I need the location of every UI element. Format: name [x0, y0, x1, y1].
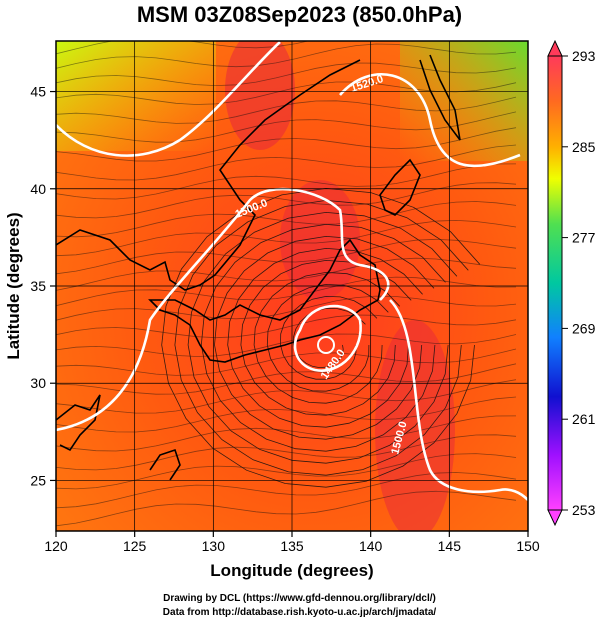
streamline — [56, 41, 310, 55]
streamline — [56, 111, 517, 143]
streamline — [174, 199, 469, 476]
streamline — [56, 219, 517, 257]
typhoon-center — [317, 336, 335, 354]
streamline — [56, 62, 517, 87]
streamline — [56, 490, 517, 527]
streamline — [56, 363, 517, 395]
hokkaido — [379, 158, 421, 216]
colorbar-top-arrow — [547, 39, 563, 57]
y-axis-label: Latitude (degrees) — [4, 212, 23, 359]
streamline — [187, 211, 458, 464]
streamline — [253, 271, 400, 404]
y-tick-label: 30 — [30, 375, 46, 391]
streamline — [56, 348, 517, 376]
warm-band-south — [375, 320, 455, 531]
y-tick-label: 45 — [30, 84, 46, 100]
x-axis-label: Longitude (degrees) — [210, 561, 373, 580]
x-tick-label: 140 — [359, 538, 383, 554]
streamline — [56, 434, 517, 471]
streamline — [56, 415, 517, 452]
streamline — [56, 201, 517, 238]
colorbar-bar — [547, 55, 563, 511]
colorbar-ticks: 293 285 277 269 261 253 — [562, 48, 596, 518]
colorbar-tick-label: 285 — [572, 139, 596, 155]
streamline — [56, 144, 517, 181]
credit-data: Data from http://database.rish.kyoto-u.a… — [162, 607, 437, 618]
contour-1520-west — [56, 41, 281, 157]
x-tick-label: 135 — [280, 538, 304, 554]
streamline — [227, 247, 423, 428]
streamline — [56, 333, 517, 357]
streamline — [56, 314, 517, 339]
streamline — [56, 472, 517, 509]
credit-drawing: Drawing by DCL (https://www.gfd-dennou.o… — [163, 593, 436, 604]
streamline — [56, 379, 517, 414]
x-tick-label: 150 — [516, 538, 540, 554]
y-axis-ticks: 25 30 35 40 45 — [30, 84, 56, 488]
x-tick-label: 130 — [202, 538, 226, 554]
x-tick-label: 125 — [123, 538, 147, 554]
streamline — [56, 257, 517, 291]
y-tick-label: 40 — [30, 181, 46, 197]
contour-1500-main — [56, 187, 390, 432]
colorbar-tick-label: 269 — [572, 320, 596, 336]
ryukyu-islands — [149, 448, 181, 481]
streamline — [200, 223, 446, 452]
streamline — [56, 276, 517, 307]
temperature-field: 1520.0 1500.0 1480.0 1500.0 — [56, 41, 528, 531]
streamline — [56, 295, 517, 321]
streamline — [56, 396, 517, 433]
contour-1520-east — [339, 73, 521, 168]
colorbar: 293 285 277 269 261 253 — [547, 39, 596, 527]
streamline — [280, 295, 378, 380]
colorbar-tick-label: 293 — [572, 48, 596, 64]
colorbar-tick-label: 277 — [572, 230, 596, 246]
x-tick-label: 120 — [44, 538, 68, 554]
streamline — [56, 43, 517, 69]
streamline — [266, 283, 389, 392]
x-axis-ticks: 120 125 130 135 140 145 150 — [44, 531, 540, 554]
streamline — [56, 163, 517, 200]
grid-lines — [56, 41, 528, 531]
colorbar-bottom-arrow — [547, 509, 563, 527]
wind-streamlines — [56, 41, 517, 527]
y-tick-label: 35 — [30, 278, 46, 294]
colorbar-tick-label: 253 — [572, 502, 596, 518]
colorbar-tick-label: 261 — [572, 411, 596, 427]
streamline — [214, 235, 435, 440]
streamline — [56, 238, 517, 275]
contour-1480 — [293, 304, 362, 372]
map-title: MSM 03Z08Sep2023 (850.0hPa) — [136, 2, 463, 27]
y-tick-label: 25 — [30, 472, 46, 488]
warm-band-north — [225, 41, 295, 150]
japan-honshu — [148, 238, 381, 363]
coastlines — [56, 54, 461, 481]
sakhalin — [419, 54, 461, 141]
asia-coastline — [56, 59, 361, 291]
taiwan-coast — [56, 394, 101, 452]
x-tick-label: 145 — [438, 538, 462, 554]
